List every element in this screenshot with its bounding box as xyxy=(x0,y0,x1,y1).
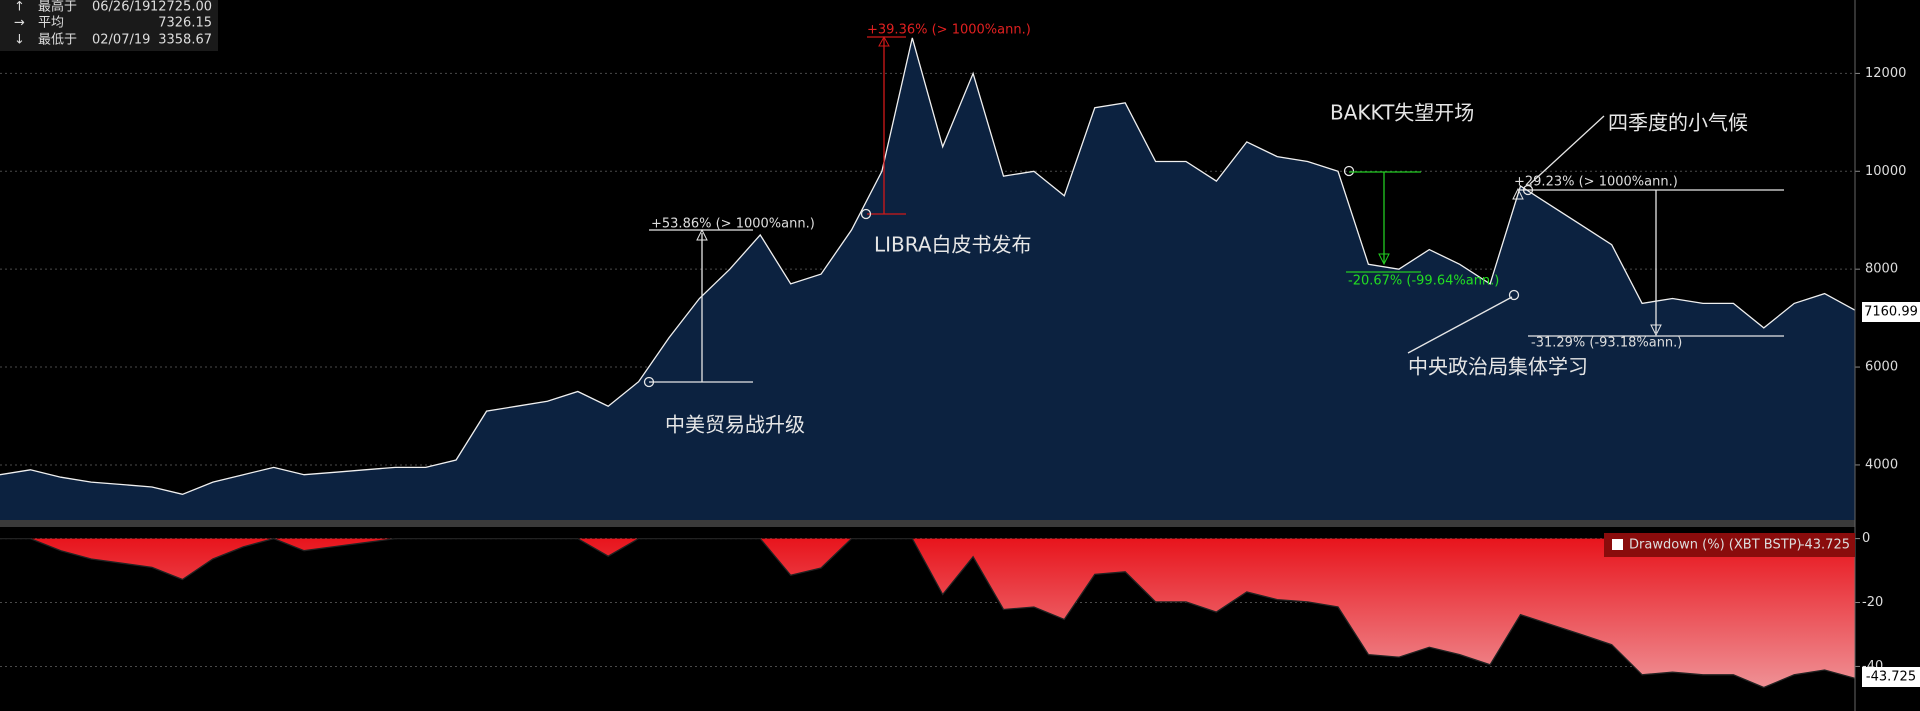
drawdown-legend: Drawdown (%) (XBT BSTP) -43.725 xyxy=(1604,533,1855,557)
event-marker xyxy=(643,376,655,388)
measure-line xyxy=(867,36,906,215)
stat-date: 02/07/19 xyxy=(92,33,150,48)
stat-value: 3358.67 xyxy=(158,33,212,48)
measure-line xyxy=(649,229,753,383)
y-tick-label: 8000 xyxy=(1865,262,1898,277)
event-marker xyxy=(1343,165,1355,177)
y-tick-label: 6000 xyxy=(1865,360,1898,375)
event-marker xyxy=(1522,184,1534,196)
stat-value: 12725.00 xyxy=(150,0,212,15)
series-line xyxy=(0,537,1856,689)
series-line xyxy=(0,37,1856,495)
annotation: -20.67% (-99.64%ann.) xyxy=(1348,274,1499,289)
event-marker xyxy=(1508,289,1520,301)
measure-line xyxy=(1346,171,1421,273)
arrow-icon: ↑ xyxy=(14,0,25,15)
y-tick-label: 0 xyxy=(1862,531,1870,546)
last-value-tags: 7160.99 -43.725 xyxy=(1862,302,1920,687)
legend-box xyxy=(0,0,218,51)
stats-legend: ↑ 最高于 06/26/19 12725.00 → 平均 7326.15 ↓ 最… xyxy=(0,0,218,51)
annotation: BAKKT失望开场 xyxy=(1330,101,1474,125)
stat-label: 平均 xyxy=(38,16,64,31)
annotation: LIBRA白皮书发布 xyxy=(874,233,1032,257)
legend-swatch xyxy=(1612,539,1623,550)
legend-value: -43.725 xyxy=(1800,538,1850,553)
last-value: 7160.99 xyxy=(1864,305,1918,320)
y-tick-label: 12000 xyxy=(1865,66,1906,81)
event-marker xyxy=(860,208,872,220)
arrow-head xyxy=(878,35,890,47)
annotation: +39.36% (> 1000%ann.) xyxy=(867,23,1031,38)
annotation: -31.29% (-93.18%ann.) xyxy=(1531,336,1682,351)
arrow-head xyxy=(696,228,708,241)
leader-line xyxy=(1407,296,1513,354)
last-value-box xyxy=(1862,302,1920,322)
y-tick-label: 4000 xyxy=(1865,457,1898,472)
annotation: 四季度的小气候 xyxy=(1608,111,1748,135)
stat-label: 最高于 xyxy=(38,0,77,15)
stat-date: 06/26/19 xyxy=(92,0,150,15)
last-value-box xyxy=(1862,667,1920,687)
annotation: +53.86% (> 1000%ann.) xyxy=(651,217,815,232)
arrow-head xyxy=(1378,253,1390,266)
arrow-icon: ↓ xyxy=(14,33,25,48)
legend-label: Drawdown (%) (XBT BSTP) xyxy=(1629,538,1802,553)
annotations: +53.86% (> 1000%ann.) 中美贸易战升级 +39.36% (>… xyxy=(643,23,1784,437)
last-value: -43.725 xyxy=(1866,670,1916,685)
leader-line xyxy=(1529,115,1605,185)
area-fill xyxy=(0,538,1855,688)
panel-separator xyxy=(0,520,1855,527)
y-tick-label: 10000 xyxy=(1865,164,1906,179)
stat-label: 最低于 xyxy=(38,33,77,48)
stat-value: 7326.15 xyxy=(158,16,212,31)
area-fill xyxy=(0,37,1855,521)
arrow-head xyxy=(1512,187,1662,337)
annotation: 中美贸易战升级 xyxy=(665,413,805,437)
annotation: 中央政治局集体学习 xyxy=(1408,355,1588,379)
legend-box xyxy=(1604,533,1855,557)
arrow-icon: → xyxy=(14,16,25,31)
annotation: +29.23% (> 1000%ann.) xyxy=(1514,175,1678,190)
y-tick-label: -20 xyxy=(1862,595,1883,610)
